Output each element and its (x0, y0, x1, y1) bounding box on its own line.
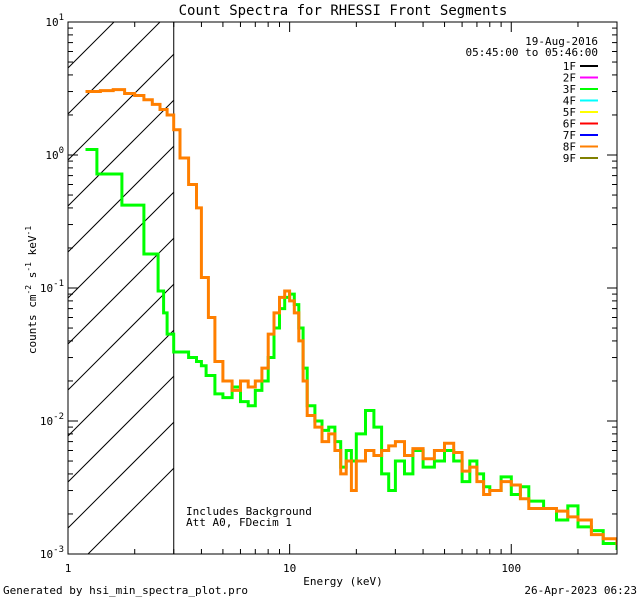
hatch-line (68, 191, 175, 299)
series-3f-line (85, 148, 617, 550)
y-label-exponent: -1 (24, 226, 33, 236)
hatch-line (68, 283, 175, 391)
hatch-line (68, 421, 175, 529)
y-tick-exponent: -2 (53, 412, 64, 422)
y-tick-label: 10-3 (40, 545, 64, 561)
hatch-line (68, 22, 161, 115)
y-label-unit: counts cm (26, 294, 39, 354)
hatch-line (68, 53, 175, 161)
y-tick-exponent: -3 (53, 545, 64, 555)
y-tick-label: 10-2 (40, 412, 64, 428)
y-tick-base: 10 (40, 415, 53, 428)
y-label-exponent: -1 (24, 262, 33, 272)
y-axis-label: counts cm-2 s-1 keV-1 (24, 226, 39, 354)
y-tick-base: 10 (45, 149, 58, 162)
legend-label: 4F (563, 95, 576, 108)
x-tick-label: 100 (501, 562, 521, 575)
hatch-line (68, 22, 115, 69)
y-tick-exponent: 0 (59, 146, 64, 156)
annotation-background: Includes Background (186, 505, 312, 518)
y-tick-label: 10-1 (40, 279, 64, 295)
x-tick-label: 10 (283, 562, 296, 575)
legend-label: 7F (563, 129, 576, 142)
legend-label: 1F (563, 60, 576, 73)
hatch-line (68, 329, 175, 437)
series-8f-line (85, 88, 617, 545)
hatch-line (68, 99, 175, 207)
x-axis-label: Energy (keV) (303, 575, 382, 588)
y-label-unit: s (26, 272, 39, 285)
chart-title: Count Spectra for RHESSI Front Segments (179, 3, 508, 19)
x-tick-label: 1 (65, 562, 72, 575)
legend-label: 2F (563, 72, 576, 85)
y-tick-base: 10 (45, 16, 58, 29)
legend-label: 5F (563, 106, 576, 119)
y-tick-exponent: 1 (59, 13, 64, 23)
legend-label: 9F (563, 152, 576, 165)
legend-label: 6F (563, 118, 576, 131)
legend-label: 8F (563, 141, 576, 154)
hatch-region (68, 22, 175, 554)
hatch-line (68, 375, 175, 483)
y-tick-exponent: -1 (53, 279, 64, 289)
y-tick-base: 10 (40, 282, 53, 295)
y-tick-label: 100 (45, 146, 64, 162)
hatch-line (68, 237, 175, 345)
legend-label: 3F (563, 83, 576, 96)
y-label-unit: keV (26, 235, 39, 262)
footer-generated-by: Generated by hsi_min_spectra_plot.pro (3, 584, 248, 597)
y-label-exponent: -2 (24, 285, 33, 295)
annotation-attenuator: Att A0, FDecim 1 (186, 516, 292, 529)
y-tick-label: 101 (45, 13, 64, 29)
y-tick-base: 10 (40, 548, 53, 561)
footer-timestamp: 26-Apr-2023 06:23 (524, 584, 637, 597)
time-range-text: 05:45:00 to 05:46:00 (466, 46, 598, 59)
date-text: 19-Aug-2016 (525, 35, 598, 48)
hatch-line (87, 467, 175, 554)
hatch-line (68, 22, 69, 23)
